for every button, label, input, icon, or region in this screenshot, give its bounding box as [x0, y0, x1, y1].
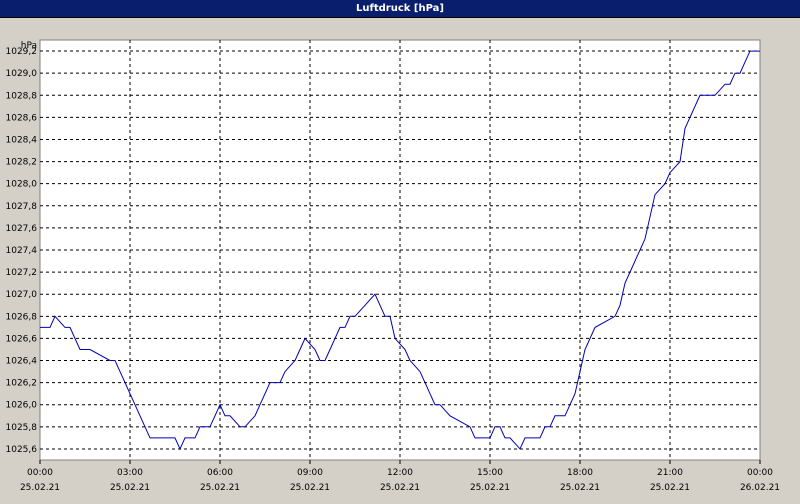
series	[40, 50, 760, 451]
pressure-series-line	[40, 50, 760, 451]
x-tick-time-label: 21:00	[657, 468, 683, 478]
x-axis-ticks: 00:00 25.02.21 03:00 25.02.21 06:00 25.02.21 0…	[20, 460, 780, 493]
x-tick-date-label: 25.02.21	[110, 483, 150, 493]
x-tick-time-label: 09:00	[297, 468, 323, 478]
y-tick-label: 1027,2	[6, 268, 38, 278]
x-tick-time-label: 06:00	[207, 468, 233, 478]
x-tick-date-label: 26.02.21	[740, 483, 780, 493]
x-tick-date-label: 25.02.21	[200, 483, 240, 493]
x-tick-date-label: 25.02.21	[380, 483, 420, 493]
y-tick-label: 1025,6	[6, 445, 38, 455]
chart-area: 1025,6 1025,8 1026,0 1026,2 1026,4 1026,6 1026…	[0, 18, 800, 500]
y-tick-label: 1026,4	[6, 357, 38, 367]
x-tick-time-label: 00:00	[747, 468, 773, 478]
y-tick-label: 1026,6	[6, 334, 38, 344]
y-tick-label: 1028,4	[6, 135, 38, 145]
y-tick-label: 1027,4	[6, 246, 38, 256]
y-tick-label: 1027,0	[6, 290, 38, 300]
y-tick-label: 1028,8	[6, 91, 38, 101]
x-tick-date-label: 25.02.21	[20, 483, 60, 493]
y-tick-label: 1026,2	[6, 379, 38, 389]
y-axis-ticks: 1025,6 1025,8 1026,0 1026,2 1026,4 1026,6 1026…	[6, 47, 38, 455]
y-tick-label: 1026,0	[6, 401, 38, 411]
y-tick-label: 1027,6	[6, 224, 38, 234]
y-tick-label: 1028,0	[6, 180, 38, 190]
x-tick-date-label: 25.02.21	[560, 483, 600, 493]
y-tick-label: 1029,0	[6, 69, 38, 79]
grid	[40, 40, 760, 460]
y-tick-label: 1028,6	[6, 113, 38, 123]
y-tick-label: 1026,8	[6, 312, 38, 322]
x-tick-time-label: 18:00	[567, 468, 593, 478]
y-tick-label: 1029,2	[6, 47, 38, 57]
x-tick-time-label: 15:00	[477, 468, 503, 478]
x-tick-date-label: 25.02.21	[650, 483, 690, 493]
y-tick-label: 1025,8	[6, 423, 38, 433]
y-unit-label: hPa	[21, 41, 37, 51]
window-title: Luftdruck [hPa]	[0, 0, 800, 18]
x-tick-time-label: 00:00	[27, 468, 53, 478]
y-tick-label: 1028,2	[6, 158, 38, 168]
y-tick-label: 1027,8	[6, 202, 38, 212]
pressure-chart: 1025,6 1025,8 1026,0 1026,2 1026,4 1026,6 1026…	[6, 39, 780, 493]
x-tick-time-label: 12:00	[387, 468, 413, 478]
x-tick-date-label: 25.02.21	[470, 483, 510, 493]
x-tick-date-label: 25.02.21	[290, 483, 330, 493]
x-tick-time-label: 03:00	[117, 468, 143, 478]
